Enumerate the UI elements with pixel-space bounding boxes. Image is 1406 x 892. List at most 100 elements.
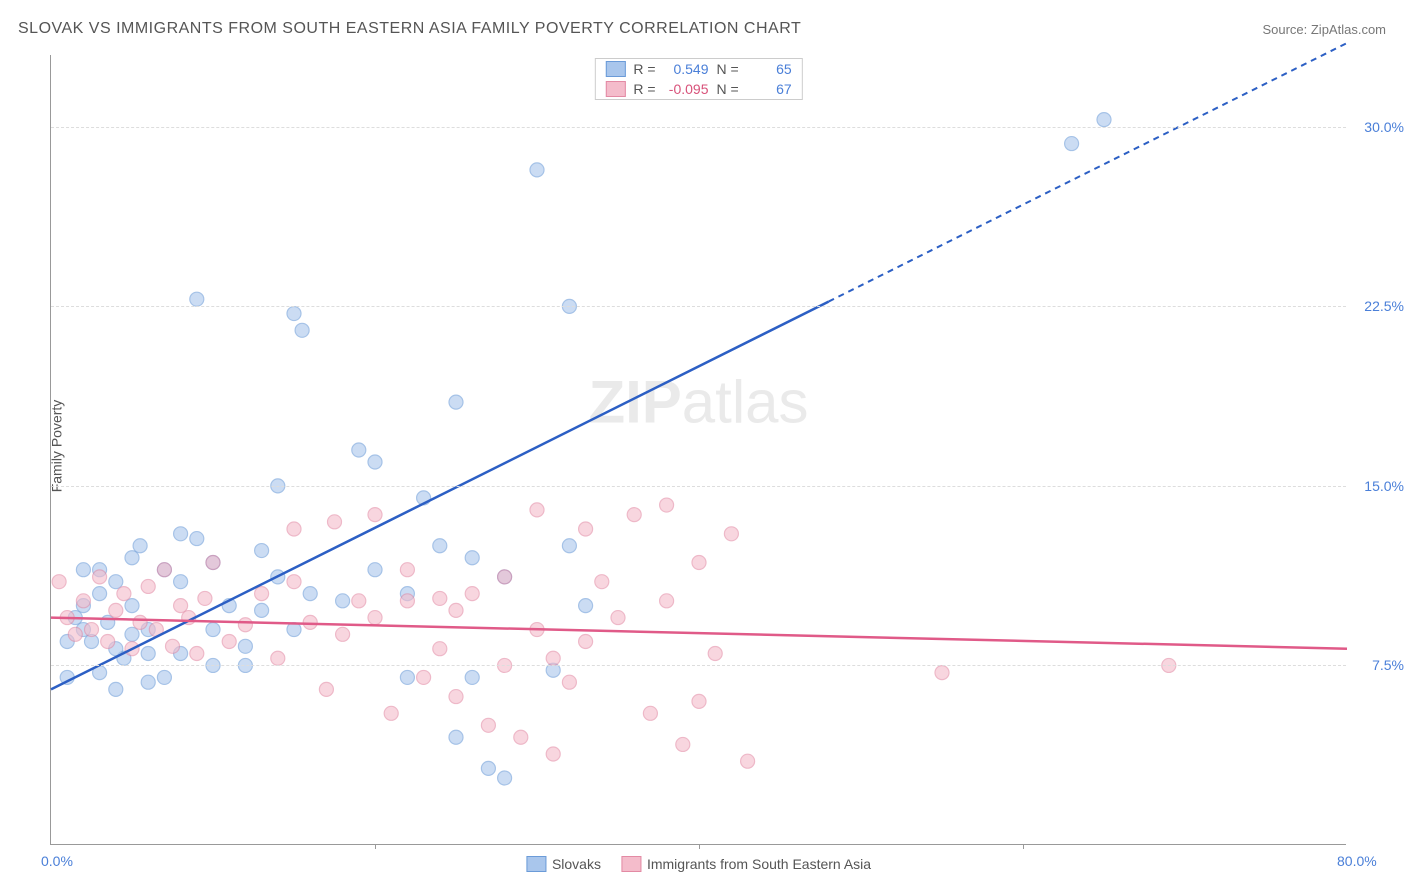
data-point	[125, 599, 139, 613]
data-point	[303, 587, 317, 601]
data-point	[93, 587, 107, 601]
data-point	[287, 575, 301, 589]
data-point	[481, 761, 495, 775]
data-point	[660, 498, 674, 512]
data-point	[433, 539, 447, 553]
data-point	[498, 771, 512, 785]
legend-correlation: R = 0.549 N = 65 R = -0.095 N = 67	[594, 58, 802, 100]
data-point	[611, 611, 625, 625]
data-point	[400, 594, 414, 608]
n-value-slovaks: 65	[747, 61, 792, 77]
x-tick	[1023, 844, 1024, 849]
data-point	[52, 575, 66, 589]
gridline	[51, 127, 1346, 128]
data-point	[206, 556, 220, 570]
data-point	[190, 532, 204, 546]
data-point	[141, 646, 155, 660]
data-point	[109, 682, 123, 696]
r-value-slovaks: 0.549	[664, 61, 709, 77]
data-point	[157, 563, 171, 577]
data-point	[222, 635, 236, 649]
data-point	[449, 730, 463, 744]
data-point	[303, 615, 317, 629]
data-point	[579, 522, 593, 536]
data-point	[660, 594, 674, 608]
data-point	[384, 706, 398, 720]
data-point	[562, 539, 576, 553]
n-label: N =	[717, 81, 739, 97]
data-point	[133, 615, 147, 629]
data-point	[141, 579, 155, 593]
data-point	[449, 603, 463, 617]
data-point	[368, 563, 382, 577]
swatch-immigrants	[621, 856, 641, 872]
data-point	[627, 508, 641, 522]
data-point	[287, 307, 301, 321]
data-point	[157, 670, 171, 684]
data-point	[166, 639, 180, 653]
data-point	[433, 591, 447, 605]
data-point	[295, 323, 309, 337]
data-point	[465, 670, 479, 684]
swatch-immigrants	[605, 81, 625, 97]
legend-series: Slovaks Immigrants from South Eastern As…	[526, 856, 871, 872]
x-tick	[699, 844, 700, 849]
data-point	[328, 515, 342, 529]
data-point	[514, 730, 528, 744]
data-point	[85, 623, 99, 637]
data-point	[93, 570, 107, 584]
data-point	[336, 627, 350, 641]
r-value-immigrants: -0.095	[664, 81, 709, 97]
data-point	[319, 682, 333, 696]
x-tick-label: 80.0%	[1337, 853, 1377, 869]
legend-item-slovaks: Slovaks	[526, 856, 601, 872]
data-point	[368, 455, 382, 469]
gridline	[51, 665, 1346, 666]
swatch-slovaks	[605, 61, 625, 77]
data-point	[562, 675, 576, 689]
data-point	[101, 615, 115, 629]
data-point	[579, 599, 593, 613]
data-point	[125, 627, 139, 641]
data-point	[133, 539, 147, 553]
chart-title: SLOVAK VS IMMIGRANTS FROM SOUTH EASTERN …	[18, 20, 801, 38]
data-point	[76, 563, 90, 577]
x-tick-label: 0.0%	[41, 853, 73, 869]
data-point	[238, 618, 252, 632]
gridline	[51, 486, 1346, 487]
data-point	[141, 675, 155, 689]
data-point	[530, 503, 544, 517]
data-point	[76, 594, 90, 608]
data-point	[271, 651, 285, 665]
data-point	[198, 591, 212, 605]
r-label: R =	[633, 61, 655, 77]
data-point	[174, 527, 188, 541]
data-point	[546, 651, 560, 665]
data-point	[676, 737, 690, 751]
y-tick-label: 15.0%	[1364, 478, 1404, 494]
trend-line-extrapolated	[829, 43, 1347, 302]
data-point	[109, 575, 123, 589]
data-point	[68, 627, 82, 641]
data-point	[255, 603, 269, 617]
data-point	[287, 522, 301, 536]
legend-row-immigrants: R = -0.095 N = 67	[595, 79, 801, 99]
y-tick-label: 22.5%	[1364, 298, 1404, 314]
y-tick-label: 7.5%	[1372, 657, 1404, 673]
data-point	[368, 508, 382, 522]
y-tick-label: 30.0%	[1364, 119, 1404, 135]
data-point	[449, 395, 463, 409]
data-point	[595, 575, 609, 589]
data-point	[238, 639, 252, 653]
chart-svg	[51, 55, 1346, 844]
data-point	[724, 527, 738, 541]
data-point	[255, 587, 269, 601]
data-point	[352, 594, 366, 608]
data-point	[1065, 137, 1079, 151]
data-point	[692, 694, 706, 708]
data-point	[708, 646, 722, 660]
data-point	[481, 718, 495, 732]
data-point	[498, 570, 512, 584]
data-point	[109, 603, 123, 617]
data-point	[579, 635, 593, 649]
